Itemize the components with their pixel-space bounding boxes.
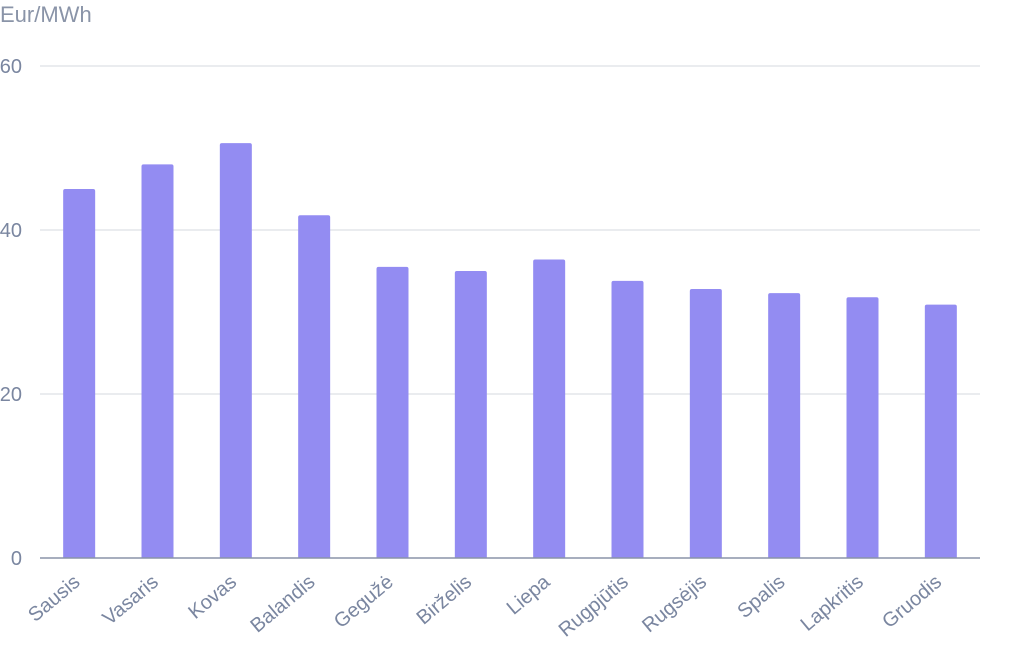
y-axis-unit-label: Eur/MWh bbox=[0, 2, 92, 27]
bar-birželis bbox=[454, 271, 487, 558]
y-axis-ticks: 0 20 40 60 bbox=[0, 56, 22, 570]
x-category-label: Balandis bbox=[246, 571, 319, 637]
y-tick-label: 40 bbox=[0, 220, 22, 242]
y-tick-label: 0 bbox=[11, 548, 22, 570]
bar-lapkritis bbox=[846, 297, 879, 558]
bar-rugpjūtis bbox=[611, 280, 644, 558]
bar-gegužė bbox=[376, 266, 409, 558]
x-category-label: Gegužė bbox=[330, 571, 398, 633]
bar-gruodis bbox=[924, 304, 957, 558]
bar-vasaris bbox=[141, 164, 174, 558]
x-category-label: Birželis bbox=[413, 571, 477, 629]
y-tick-label: 60 bbox=[0, 56, 22, 78]
x-category-label: Rugsėjis bbox=[638, 571, 711, 637]
bar-sausis bbox=[63, 189, 96, 558]
x-category-label: Sausis bbox=[24, 571, 84, 626]
x-category-label: Lapkritis bbox=[797, 571, 868, 636]
bar-rugsėjis bbox=[689, 289, 722, 558]
x-category-label: Rugpjūtis bbox=[555, 571, 633, 641]
bars bbox=[63, 143, 957, 559]
bar-liepa bbox=[533, 259, 566, 558]
bar-balandis bbox=[298, 215, 331, 559]
x-axis-category-labels: Sausis Vasaris Kovas Balandis Gegužė Birželis… bbox=[24, 570, 946, 641]
bar-kovas bbox=[219, 143, 252, 558]
x-category-label: Gruodis bbox=[878, 571, 946, 633]
x-category-label: Kovas bbox=[184, 571, 241, 624]
x-category-label: Spalis bbox=[734, 571, 790, 623]
bar-spalis bbox=[768, 293, 801, 558]
y-tick-label: 20 bbox=[0, 384, 22, 406]
x-category-label: Vasaris bbox=[99, 571, 163, 630]
x-category-label: Liepa bbox=[503, 570, 555, 619]
gridlines bbox=[40, 65, 980, 395]
